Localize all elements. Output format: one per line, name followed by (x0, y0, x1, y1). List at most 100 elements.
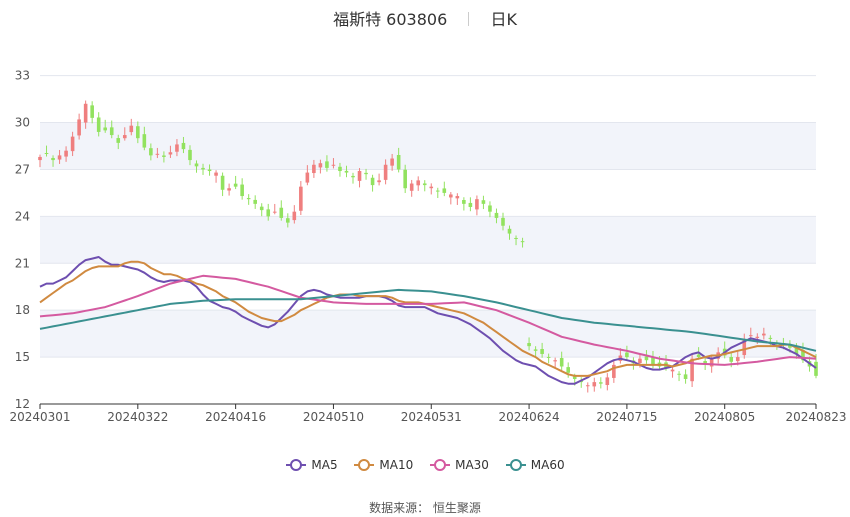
legend-item-ma5[interactable]: MA5 (285, 458, 338, 472)
candle (305, 165, 310, 186)
legend-item-ma60[interactable]: MA60 (505, 458, 565, 472)
candle (559, 351, 564, 371)
candle-body (409, 183, 414, 191)
y-tick-label: 15 (15, 350, 30, 364)
x-tick-label: 20240322 (107, 410, 168, 424)
candle (122, 127, 127, 141)
candle (331, 158, 336, 169)
candle-body (109, 127, 114, 136)
grid (40, 75, 816, 405)
candle-body (403, 169, 407, 189)
x-tick-label: 20240715 (596, 410, 657, 424)
candle-body (566, 367, 571, 373)
candle (475, 195, 479, 216)
candle-body (188, 149, 192, 161)
candle-body (494, 212, 499, 218)
candle-body (90, 105, 94, 118)
x-tick-label: 20240301 (9, 410, 70, 424)
candle (259, 203, 264, 217)
ma-line-ma60 (39, 288, 817, 352)
candle (605, 373, 610, 391)
candle-body (788, 344, 792, 348)
candle (592, 377, 597, 392)
grid-band (40, 216, 816, 264)
candle (142, 126, 147, 151)
candle-body (468, 202, 473, 207)
candle-body (246, 198, 251, 200)
candle-body (533, 349, 538, 351)
candle-body (292, 211, 297, 221)
x-tick-label: 20240416 (205, 410, 266, 424)
legend-item-ma10[interactable]: MA10 (353, 458, 413, 472)
candle-body (514, 237, 518, 239)
candle-body (644, 356, 649, 361)
candle-body (122, 135, 127, 139)
candle (246, 194, 251, 205)
candle-body (396, 155, 401, 170)
ma-line-ma5 (39, 256, 817, 385)
candle (435, 187, 440, 198)
candle (272, 203, 277, 215)
candle-body (351, 175, 355, 178)
grid-band (40, 310, 816, 358)
candle (344, 165, 349, 178)
candle-body (435, 190, 440, 192)
candle-body (83, 103, 88, 123)
candle (325, 155, 329, 172)
candle (96, 112, 101, 137)
candle-body (64, 150, 68, 157)
x-tick-label: 20240805 (694, 410, 755, 424)
candle-body (253, 199, 257, 204)
data-source: 数据来源： 恒生聚源 (0, 499, 850, 516)
legend-label: MA10 (379, 458, 414, 472)
title-separator (468, 12, 470, 26)
stock-name: 福斯特 (333, 10, 382, 29)
candle (409, 179, 414, 197)
candle-body (168, 152, 173, 155)
candle (553, 357, 557, 369)
candle-body (729, 356, 734, 362)
candle-body (214, 172, 218, 176)
candle-body (768, 337, 773, 339)
x-tick-label: 20240531 (401, 410, 462, 424)
x-tick-label: 20240624 (499, 410, 560, 424)
candle (338, 162, 342, 177)
candle-body (390, 158, 394, 166)
candle-body (677, 373, 681, 375)
legend-item-ma30[interactable]: MA30 (429, 458, 489, 472)
candle (233, 175, 238, 190)
candle (90, 101, 94, 124)
candle-body (455, 196, 460, 199)
candle (207, 164, 212, 176)
candle-body (814, 361, 818, 376)
candle-body (553, 360, 557, 362)
candle-body (481, 200, 486, 204)
candle (390, 153, 394, 171)
candle (677, 371, 681, 382)
candle-body (501, 217, 505, 226)
candle (292, 205, 297, 224)
candle (422, 180, 427, 192)
y-axis: 12 15 18 21 24 27 30 33 (15, 69, 30, 411)
source-label: 数据来源： (369, 501, 430, 515)
candle-body (194, 163, 199, 167)
candle-body (709, 358, 714, 367)
candle (351, 172, 355, 184)
candle-body (429, 186, 434, 189)
candle (383, 159, 388, 185)
candle (442, 181, 447, 197)
candle-body (572, 376, 577, 379)
candle (455, 193, 460, 205)
candle-body (227, 188, 231, 191)
candle (488, 201, 492, 218)
candle (644, 350, 649, 364)
candle (762, 327, 766, 340)
candle (194, 160, 199, 173)
candle (370, 174, 375, 192)
legend: MA5 MA10 MA30 MA60 (0, 458, 850, 474)
candle (77, 113, 81, 140)
legend-marker-ma30 (430, 459, 451, 471)
candle-body (546, 356, 551, 358)
candle (742, 333, 747, 359)
candle-body (325, 161, 329, 168)
